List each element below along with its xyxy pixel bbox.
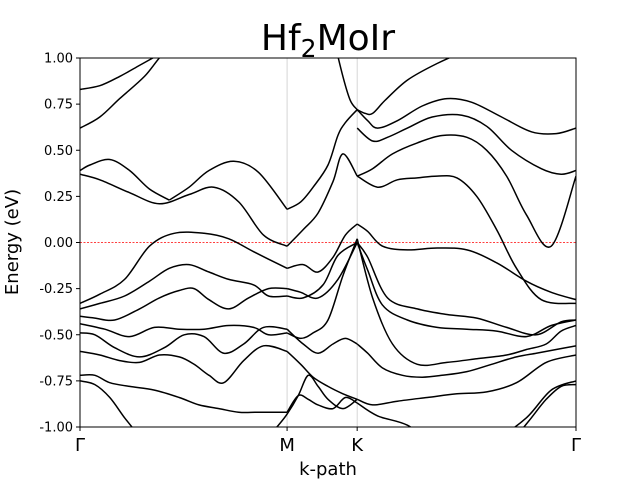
y-tick-label: -0.50 — [39, 328, 73, 343]
y-tick-label: -0.75 — [39, 374, 73, 389]
y-tick-label: 0.75 — [44, 98, 73, 113]
band-line — [286, 153, 358, 247]
y-tick-label: 1.00 — [44, 52, 73, 67]
x-tick-label: Γ — [75, 435, 85, 456]
band-line — [286, 109, 358, 210]
y-tick-label: 0.50 — [44, 144, 73, 159]
band-line — [356, 174, 576, 305]
y-tick-label: 0.25 — [44, 190, 73, 205]
band-line — [80, 58, 161, 129]
band-line — [275, 374, 358, 427]
band-line — [337, 58, 358, 111]
band-line — [80, 344, 288, 384]
band-lines — [80, 58, 576, 427]
band-line — [168, 160, 288, 210]
band-line — [356, 58, 451, 116]
y-tick-label: 0.00 — [44, 236, 73, 251]
band-line — [286, 350, 358, 401]
chart-title-subscript: 2 — [301, 34, 317, 63]
x-tick-label: K — [351, 435, 364, 456]
band-line — [356, 242, 576, 336]
band-line — [356, 343, 576, 378]
band-line — [80, 58, 155, 91]
band-line — [356, 242, 576, 338]
band-line — [80, 158, 170, 201]
band-line — [80, 287, 288, 322]
x-axis-label: k-path — [299, 459, 357, 480]
y-tick-label: -0.25 — [39, 282, 73, 297]
band-line — [80, 322, 288, 338]
band-line — [286, 242, 358, 300]
band-line — [356, 113, 576, 175]
band-line — [356, 380, 576, 427]
band-line — [80, 173, 288, 247]
band-line — [80, 325, 288, 358]
y-tick-label: -1.00 — [39, 421, 73, 436]
band-line — [286, 241, 358, 300]
band-line — [80, 263, 288, 310]
band-line — [80, 380, 133, 427]
y-axis-label: Energy (eV) — [2, 189, 23, 295]
x-tick-label: Γ — [571, 435, 581, 456]
chart-title-main: Hf — [261, 18, 302, 59]
y-axis-ticks: -1.00 -0.75 -0.50 -0.25 0.00 0.25 0.50 0.75 1.00 — [39, 52, 80, 436]
x-tick-label: M — [279, 435, 295, 456]
band-line — [356, 223, 576, 301]
chart-title-rest: MoIr — [317, 18, 396, 59]
chart-title: Hf2MoIr — [261, 18, 395, 63]
band-line — [522, 383, 576, 427]
band-line — [356, 238, 576, 367]
band-line — [356, 134, 576, 248]
band-line — [286, 238, 358, 340]
band-line — [356, 354, 576, 406]
band-line — [356, 97, 576, 135]
band-line — [80, 231, 288, 305]
band-line — [286, 223, 358, 273]
band-line — [80, 374, 288, 414]
band-line — [286, 328, 358, 354]
